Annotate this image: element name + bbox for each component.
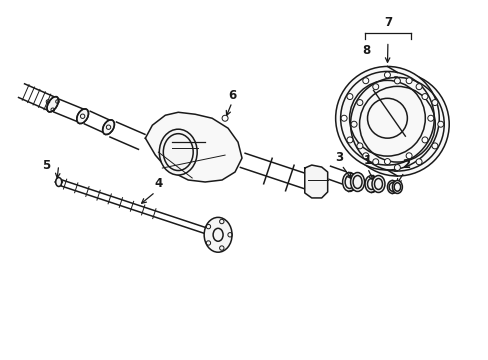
Ellipse shape bbox=[159, 129, 197, 175]
Ellipse shape bbox=[386, 180, 397, 193]
Text: 2: 2 bbox=[402, 158, 409, 171]
Circle shape bbox=[346, 137, 352, 143]
Circle shape bbox=[415, 84, 421, 90]
Ellipse shape bbox=[47, 96, 59, 112]
Polygon shape bbox=[304, 165, 327, 198]
Circle shape bbox=[431, 143, 437, 149]
Circle shape bbox=[356, 143, 362, 149]
Circle shape bbox=[431, 100, 437, 105]
Ellipse shape bbox=[350, 172, 364, 192]
Circle shape bbox=[427, 115, 433, 121]
Circle shape bbox=[421, 137, 427, 143]
Circle shape bbox=[421, 94, 427, 100]
Circle shape bbox=[341, 115, 346, 121]
Circle shape bbox=[415, 159, 421, 165]
Ellipse shape bbox=[364, 176, 377, 193]
Ellipse shape bbox=[77, 109, 88, 123]
Ellipse shape bbox=[392, 180, 402, 193]
Ellipse shape bbox=[342, 172, 356, 192]
Circle shape bbox=[362, 153, 368, 159]
Circle shape bbox=[437, 121, 443, 127]
Circle shape bbox=[384, 159, 389, 165]
Ellipse shape bbox=[102, 120, 114, 135]
Circle shape bbox=[346, 94, 352, 100]
Text: 5: 5 bbox=[41, 158, 50, 172]
Circle shape bbox=[356, 100, 362, 105]
Circle shape bbox=[406, 153, 411, 159]
Polygon shape bbox=[145, 112, 242, 182]
Text: 8: 8 bbox=[361, 44, 369, 57]
Ellipse shape bbox=[56, 177, 61, 186]
Circle shape bbox=[406, 78, 411, 84]
Ellipse shape bbox=[203, 217, 232, 252]
Ellipse shape bbox=[371, 176, 384, 193]
Circle shape bbox=[350, 121, 356, 127]
Circle shape bbox=[372, 159, 378, 165]
Text: 6: 6 bbox=[227, 89, 236, 102]
Circle shape bbox=[335, 67, 438, 170]
Circle shape bbox=[384, 72, 389, 78]
Circle shape bbox=[362, 78, 368, 84]
Text: 7: 7 bbox=[383, 16, 391, 29]
Text: 1: 1 bbox=[363, 154, 371, 167]
Text: 4: 4 bbox=[154, 177, 162, 190]
Circle shape bbox=[372, 84, 378, 90]
Text: 3: 3 bbox=[335, 150, 343, 163]
Circle shape bbox=[394, 78, 400, 84]
Circle shape bbox=[345, 72, 448, 176]
Circle shape bbox=[394, 165, 400, 171]
